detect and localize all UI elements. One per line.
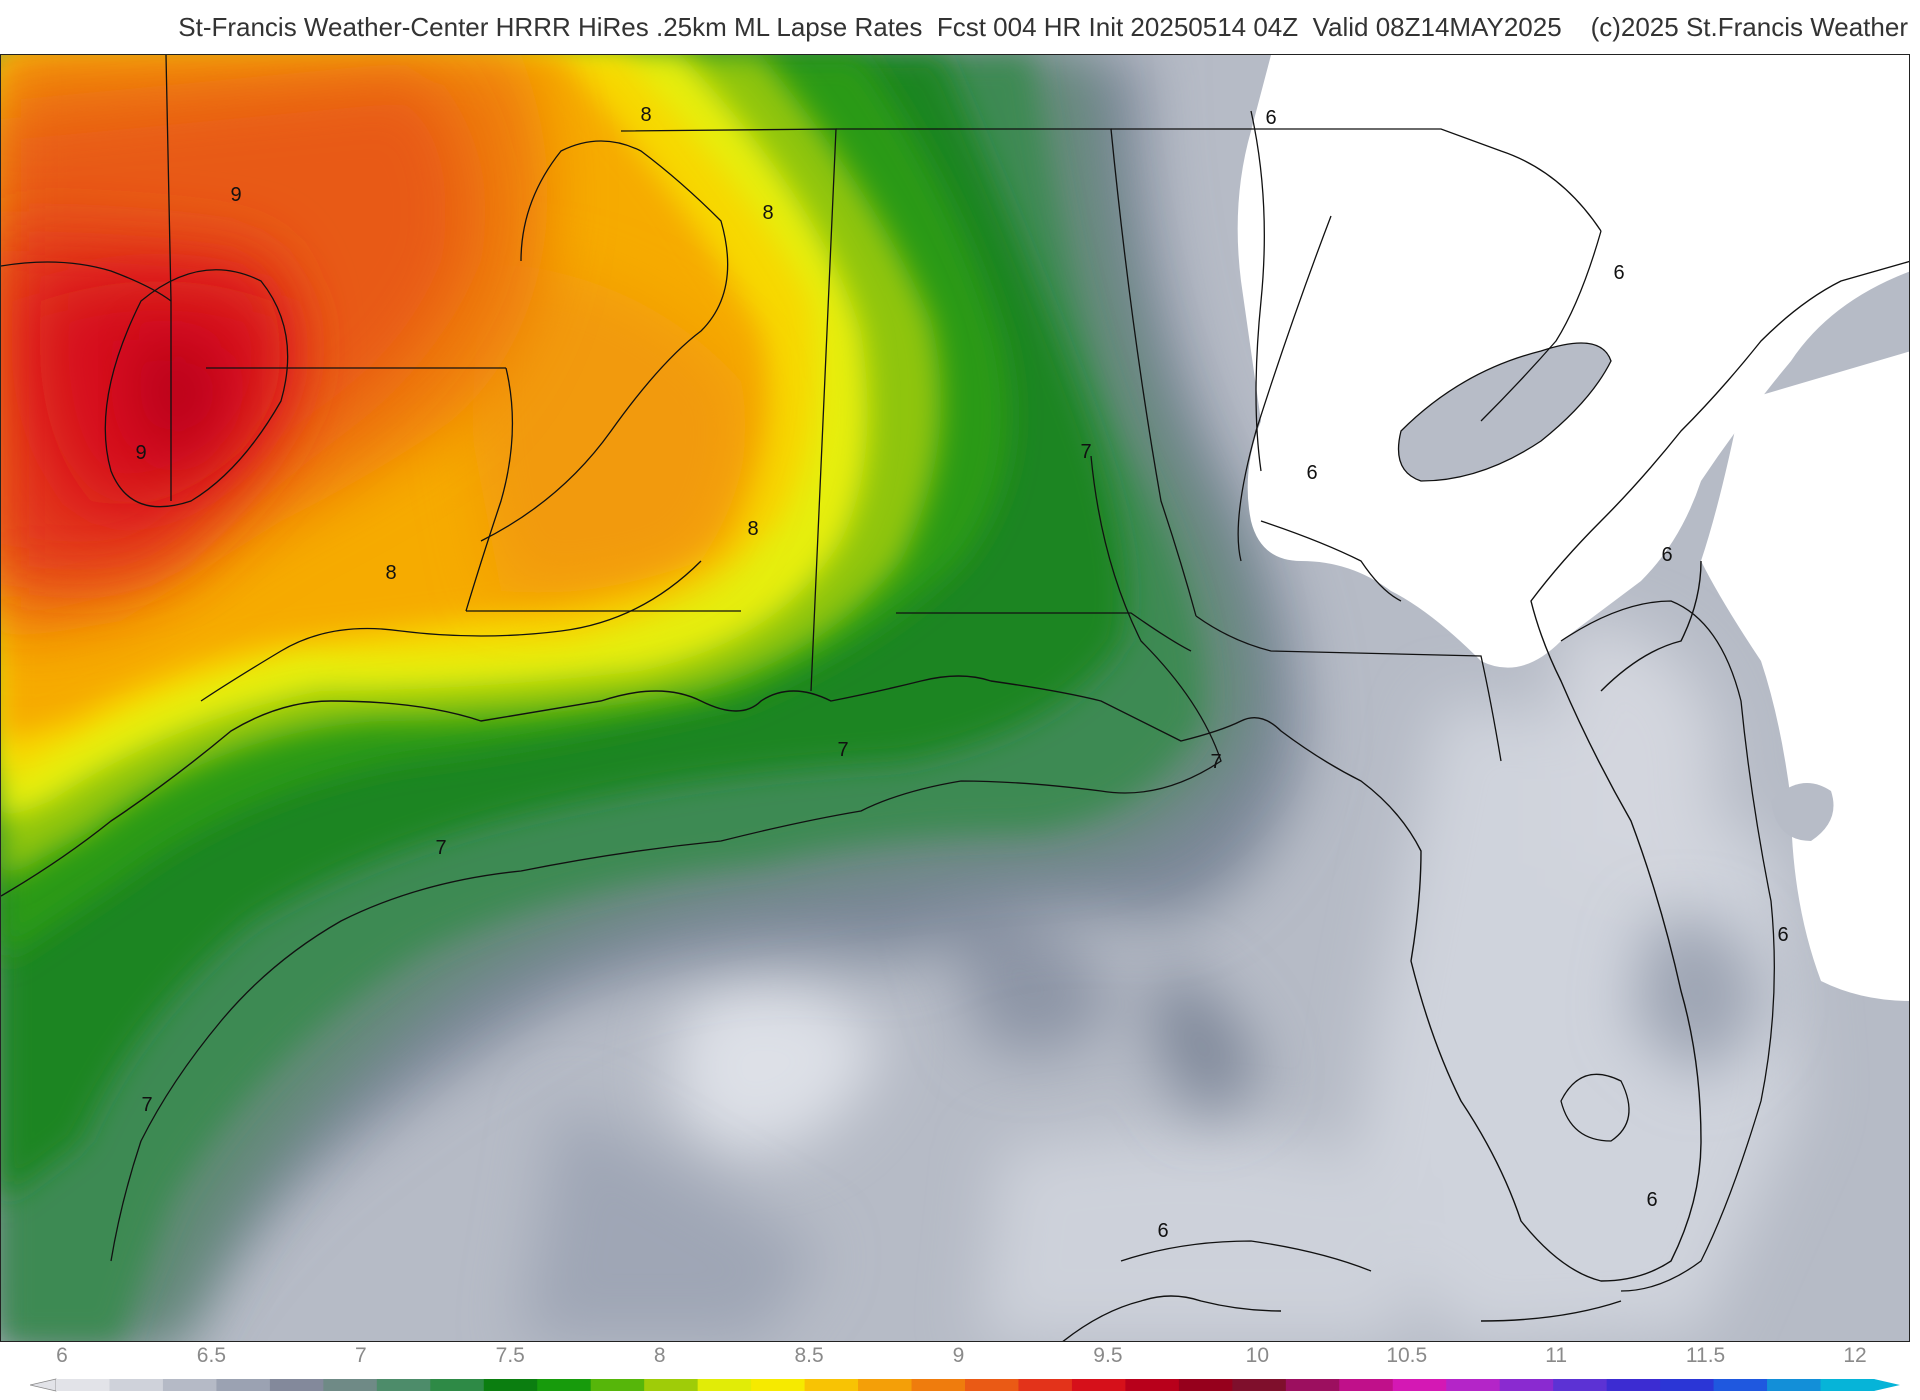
colorbar-swatch: [483, 1379, 538, 1391]
mid-gray-areas: [521, 881, 1761, 1341]
colorbar-tick-label: 9.5: [1093, 1344, 1123, 1367]
colorbar-tick-label: 10.5: [1386, 1344, 1428, 1367]
contour-label: 6: [1661, 544, 1672, 566]
colorbar-swatch: [162, 1379, 217, 1391]
coastlines: [1, 260, 1909, 1341]
colorbar-swatch: [1713, 1379, 1768, 1391]
contour-label: 7: [141, 1094, 152, 1116]
contour-label: 6: [1777, 924, 1788, 946]
contour-label: 9: [230, 184, 241, 206]
colorbar-swatch: [1339, 1379, 1394, 1391]
contour-lines: [104, 110, 1775, 1292]
contour-label: 6: [1613, 262, 1624, 284]
colorbar-swatch: [1499, 1379, 1554, 1391]
colorbar-tick-label: 7.5: [495, 1344, 525, 1367]
contour-label: 8: [385, 562, 396, 584]
colorbar-swatch: [965, 1379, 1019, 1391]
colorbar-swatch: [1820, 1379, 1875, 1391]
contour-label: 7: [435, 837, 446, 859]
colorbar-swatch: [56, 1379, 110, 1391]
colorbar-tick-label: 12: [1843, 1344, 1867, 1367]
contour-label: 7: [1080, 441, 1091, 463]
colorbar-tick-labels: 6 6.5 7 7.5 8 8.5 9 9.5 10 10.5 11 11.5 12: [0, 1342, 1920, 1372]
colorbar-swatch: [323, 1379, 378, 1391]
colorbar-swatch: [216, 1379, 271, 1391]
lapse-rate-map: 9 9 8 8 8 8 7 7 7 7 7 6 6 6 6 6 6 6: [0, 54, 1910, 1342]
colorbar-swatch: [269, 1379, 324, 1391]
contour-label: 6: [1265, 107, 1276, 129]
contour-labels: 9 9 8 8 8 8 7 7 7 7 7 6 6 6 6 6 6 6: [135, 104, 1788, 1242]
colorbar-swatch: [1767, 1379, 1822, 1391]
colorbar-swatch: [1232, 1379, 1287, 1391]
colorbar-min-arrow: [30, 1378, 57, 1392]
gray-blob-ocean: [1771, 783, 1834, 841]
colorbar-swatch: [1071, 1379, 1126, 1391]
colorbar-swatch: [1018, 1379, 1073, 1391]
state-borders: [1, 55, 1602, 762]
colorbar-swatch: [1660, 1379, 1715, 1391]
colorbar-swatch: [1392, 1379, 1447, 1391]
contour-label: 8: [762, 202, 773, 224]
colorbar-tick-label: 6: [56, 1344, 68, 1367]
colorbar-swatch: [1125, 1379, 1180, 1391]
colorbar-swatch: [697, 1379, 752, 1391]
colorbar-swatch: [537, 1379, 592, 1391]
contour-label: 6: [1306, 462, 1317, 484]
colorbar-swatch: [1285, 1379, 1340, 1391]
colorbar-tick-label: 11: [1545, 1344, 1568, 1367]
map-title: St-Francis Weather-Center HRRR HiRes .25…: [178, 11, 1908, 42]
colorbar: [30, 1378, 1900, 1392]
colorbar-tick-label: 9: [952, 1344, 965, 1367]
contour-label: 7: [837, 739, 848, 761]
contour-label: 6: [1646, 1189, 1657, 1211]
colorbar-swatch: [1606, 1379, 1661, 1391]
colorbar-tick-label: 6.5: [196, 1344, 227, 1367]
colorbar-swatch: [911, 1379, 966, 1391]
colorbar-swatch: [590, 1379, 645, 1391]
colorbar-swatch: [376, 1379, 431, 1391]
contour-label: 8: [640, 104, 651, 126]
contour-label: 6: [1157, 1220, 1168, 1242]
colorbar-tick-label: 7: [354, 1344, 367, 1367]
contour-label: 8: [747, 518, 758, 540]
colorbar-swatch: [751, 1379, 806, 1391]
colorbar-swatch: [109, 1379, 164, 1391]
contour-label: 7: [1210, 751, 1221, 773]
colorbar-tick-label: 10: [1245, 1344, 1270, 1367]
lapse-rate-plume: [1, 55, 1303, 1341]
colorbar-tick-label: 8: [653, 1344, 666, 1367]
contour-label: 9: [135, 442, 146, 464]
colorbar-tick-label: 11.5: [1685, 1344, 1726, 1367]
map-canvas: 9 9 8 8 8 8 7 7 7 7 7 6 6 6 6 6 6 6: [1, 55, 1909, 1341]
colorbar-swatch: [1553, 1379, 1608, 1391]
colorbar-tick-label: 8.5: [794, 1344, 824, 1367]
colorbar-swatch: [804, 1379, 859, 1391]
colorbar-swatch: [1446, 1379, 1501, 1391]
colorbar-swatch: [430, 1379, 485, 1391]
colorbar-max-arrow: [1874, 1379, 1900, 1391]
colorbar-swatch: [644, 1379, 699, 1391]
colorbar-swatch: [858, 1379, 913, 1391]
gray-blob-carolina: [1398, 343, 1611, 481]
colorbar-swatch: [1178, 1379, 1233, 1391]
